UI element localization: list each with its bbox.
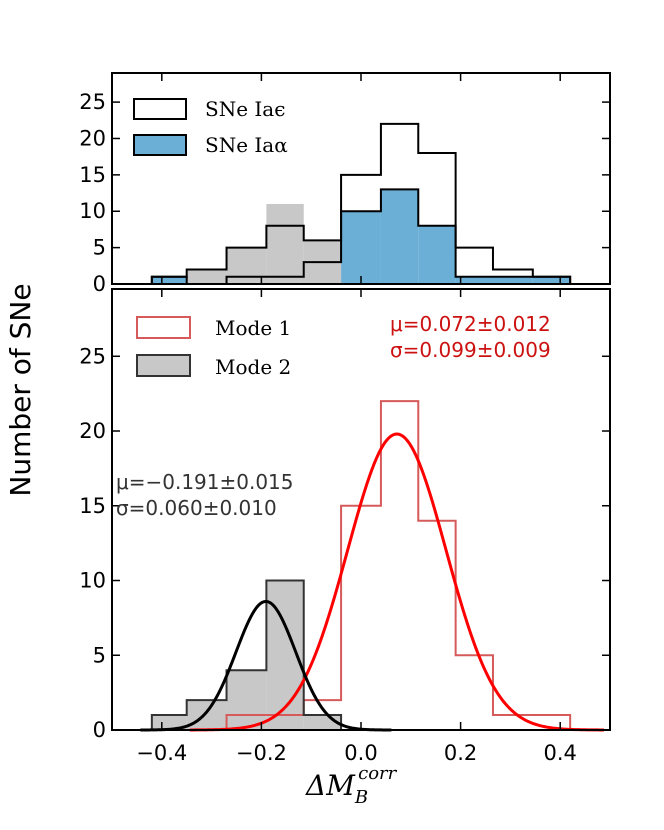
bottom-histogram-panel: 0 5 10 15 20 25 −0.4 −0.2 0.0 0.2 0.4 Mode 1 Mode …	[79, 288, 611, 765]
bar-sne-ia--8	[455, 276, 493, 284]
bar-sne-ia--5	[341, 211, 381, 284]
x-tick-label-2: 0.0	[344, 741, 377, 765]
y-tick-label-15: 15	[79, 163, 106, 187]
mode2-mu-annotation: μ=−0.191±0.015	[116, 470, 294, 494]
legend-swatch-mode1	[136, 316, 191, 339]
x-axis-label-sup: corr	[358, 763, 398, 784]
bar-mode-2-2	[226, 670, 267, 730]
y-tick-label-5: 5	[93, 236, 106, 260]
bar-mode-2-fill-3	[266, 203, 304, 284]
x-axis-label-main: ΔM	[305, 769, 356, 802]
bar-mode-2-fill-2	[226, 247, 267, 284]
bar-sne-ia--6	[380, 189, 419, 284]
mode2-sigma-annotation: σ=0.060±0.010	[116, 496, 277, 520]
bar-mode-2-1	[186, 700, 227, 730]
bar-sne-ia--7	[418, 225, 456, 284]
bar-mode-2-fill-1	[186, 269, 227, 284]
x-tick-label-3: 0.2	[444, 741, 477, 765]
top-axes-frame	[111, 72, 611, 285]
x-tick-label-1: −0.2	[236, 741, 287, 765]
y-tick-label-20: 20	[79, 419, 106, 443]
mode1-mu-annotation: μ=0.072±0.012	[390, 312, 551, 336]
x-tick-label-0: −0.4	[136, 741, 187, 765]
legend-label-mode1: Mode 1	[215, 316, 291, 340]
step-line-sne-ia-	[150, 122, 572, 284]
x-axis-label: ΔMBcorr	[305, 763, 398, 808]
y-tick-label-0: 0	[93, 272, 106, 296]
y-tick-label-10: 10	[79, 569, 106, 593]
bar-mode-2-0	[151, 715, 187, 730]
bottom-axes-frame	[111, 288, 611, 731]
curve-mode-2-fit	[140, 599, 392, 732]
bar-sne-ia--10	[532, 276, 571, 284]
bar-sne-ia--0	[151, 276, 187, 284]
y-tick-label-15: 15	[79, 494, 106, 518]
legend-swatch-epsilon	[133, 98, 187, 120]
bar-sne-ia--9	[492, 276, 533, 284]
mode1-sigma-annotation: σ=0.099±0.009	[390, 338, 551, 362]
x-axis-label-sub: B	[354, 787, 368, 808]
curve-mode-1-fit	[189, 432, 604, 732]
y-tick-label-0: 0	[93, 718, 106, 742]
y-tick-label-25: 25	[79, 90, 106, 114]
x-tick-label-4: 0.4	[543, 741, 576, 765]
legend-label-epsilon: SNe Iaϵ	[205, 97, 285, 121]
top-legend: SNe Iaϵ SNe Iaα	[133, 97, 288, 157]
y-tick-label-5: 5	[93, 643, 106, 667]
step-line-mode-1	[151, 400, 572, 731]
top-histogram-panel: 0 5 10 15 20 25 SNe Iaϵ SNe Iaα	[79, 72, 611, 296]
legend-swatch-mode2	[136, 354, 191, 377]
legend-label-alpha: SNe Iaα	[205, 133, 288, 157]
y-tick-label-20: 20	[79, 126, 106, 150]
bottom-legend: Mode 1 Mode 2	[136, 316, 291, 379]
y-tick-label-10: 10	[79, 199, 106, 223]
legend-swatch-alpha	[133, 134, 187, 156]
y-axis-label: Number of SNe	[4, 283, 37, 496]
legend-label-mode2: Mode 2	[215, 355, 291, 379]
y-tick-label-25: 25	[79, 344, 106, 368]
